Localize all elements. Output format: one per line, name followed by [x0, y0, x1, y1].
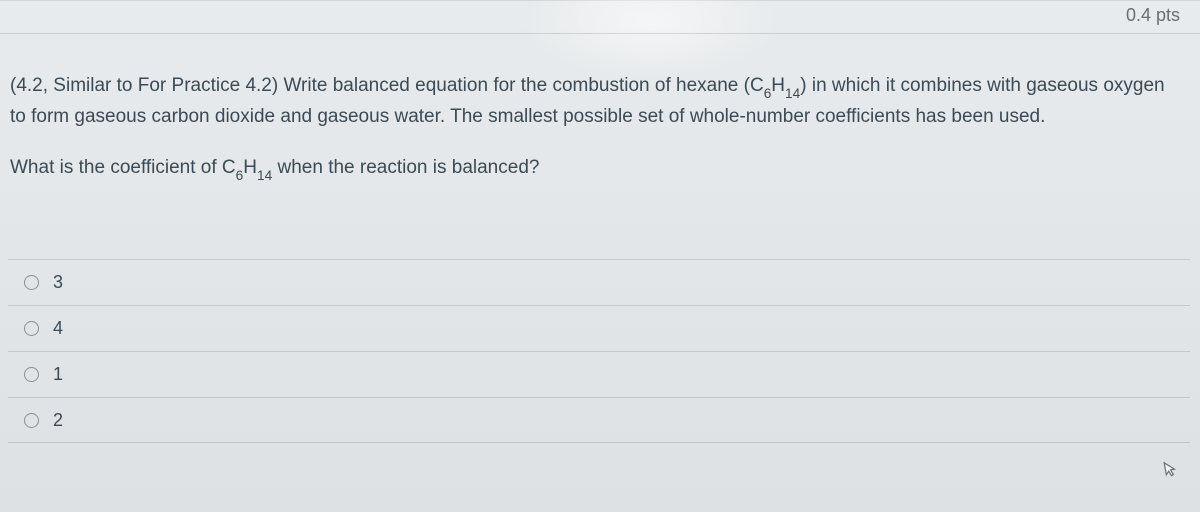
- screen-glare: [520, 0, 780, 81]
- question-stem: (4.2, Similar to For Practice 4.2) Write…: [10, 71, 1185, 131]
- stem-sub-1: 6: [764, 86, 772, 101]
- option-row[interactable]: 1: [8, 351, 1190, 397]
- option-label: 4: [53, 318, 63, 339]
- radio-icon[interactable]: [24, 275, 39, 290]
- option-row[interactable]: 2: [8, 397, 1190, 443]
- answer-options: 3 4 1 2: [8, 259, 1190, 443]
- stem-sub-2: 14: [785, 86, 800, 101]
- quiz-question-panel: 0.4 pts (4.2, Similar to For Practice 4.…: [0, 0, 1200, 512]
- option-label: 1: [53, 364, 63, 385]
- prompt-sub-2: 14: [257, 168, 272, 183]
- prompt-sub-1: 6: [236, 168, 244, 183]
- question-text: (4.2, Similar to For Practice 4.2) Write…: [10, 71, 1185, 190]
- option-label: 3: [53, 272, 63, 293]
- stem-part-1: (4.2, Similar to For Practice 4.2) Write…: [10, 75, 764, 96]
- points-label: 0.4 pts: [1126, 1, 1180, 26]
- cursor-icon: [1158, 457, 1182, 487]
- question-prompt: What is the coefficient of C6H14 when th…: [10, 153, 1185, 184]
- prompt-part-1: What is the coefficient of C: [10, 157, 236, 178]
- prompt-part-3: when the reaction is balanced?: [272, 157, 539, 178]
- option-row[interactable]: 3: [8, 259, 1190, 305]
- option-row[interactable]: 4: [8, 305, 1190, 351]
- prompt-part-2: H: [243, 157, 257, 178]
- header-divider: [0, 33, 1200, 34]
- stem-part-2: H: [771, 75, 785, 96]
- radio-icon[interactable]: [24, 367, 39, 382]
- radio-icon[interactable]: [24, 321, 39, 336]
- option-label: 2: [53, 410, 63, 431]
- radio-icon[interactable]: [24, 413, 39, 428]
